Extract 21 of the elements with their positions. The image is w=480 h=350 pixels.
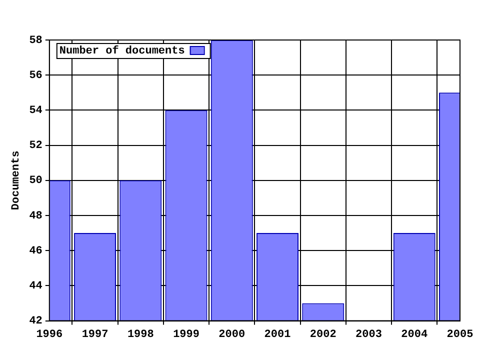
y-tick-label: 56	[29, 70, 42, 82]
x-tick-label: 1999	[173, 329, 200, 342]
x-tick-label: 2001	[264, 329, 292, 342]
x-tick-label: 2004	[401, 329, 428, 342]
x-tick-label: 1998	[127, 329, 154, 342]
x-tick-label: 2003	[356, 329, 382, 342]
x-tick-label: 2000	[218, 329, 246, 342]
y-tick-label: 44	[29, 280, 43, 292]
y-tick-label: 46	[29, 245, 42, 258]
y-tick-label: 52	[29, 140, 42, 152]
x-tick-label: 1997	[82, 329, 108, 342]
x-tick-label: 2002	[310, 329, 336, 342]
y-axis-title: Documents	[10, 150, 22, 210]
legend-label: Number of documents	[59, 44, 185, 58]
x-tick-label: 2005	[446, 329, 474, 342]
y-tick-label: 54	[29, 104, 43, 117]
x-tick-label: 1996	[36, 329, 63, 342]
y-tick-label: 50	[29, 175, 42, 188]
y-tick-label: 48	[29, 210, 43, 222]
y-tick-label: 58	[29, 34, 43, 47]
y-tick-label: 42	[29, 316, 42, 328]
